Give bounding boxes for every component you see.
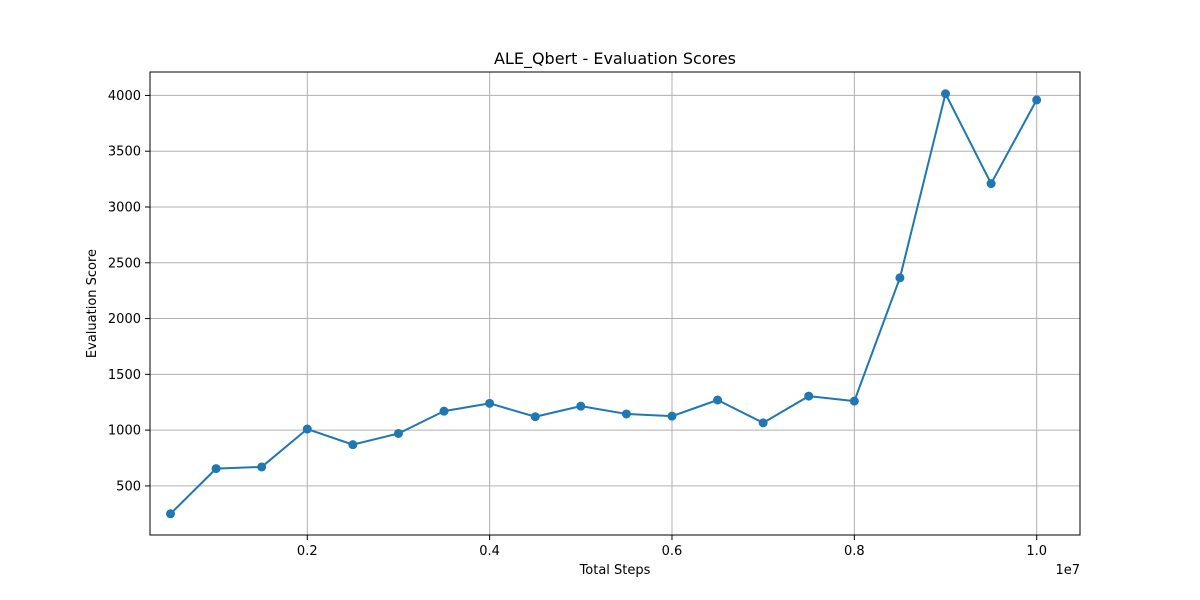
data-point [758,418,768,428]
x-tick-label: 0.2 [297,544,318,559]
data-point [485,398,495,408]
data-point [530,412,540,422]
data-point [393,428,403,438]
data-point [713,395,723,405]
chart-title: ALE_Qbert - Evaluation Scores [494,49,736,69]
grid [150,72,1080,535]
x-offset-label: 1e7 [1055,563,1080,578]
series-layer [166,89,1042,519]
data-point [302,424,312,434]
data-point [895,273,905,283]
data-point [621,409,631,419]
y-tick-label: 3500 [108,145,141,160]
data-point [348,440,358,450]
y-axis-title: Evaluation Score [85,249,100,358]
x-tick-label: 0.4 [479,544,500,559]
y-tick-label: 2500 [108,256,141,271]
y-tick-label: 1500 [108,368,141,383]
data-point [211,464,221,474]
data-point [1032,95,1042,105]
ticks: 0.2 0.4 0.6 0.8 1.0 500 1000 1500 2000 2500 3000 35… [108,89,1047,559]
data-point [576,401,586,411]
y-tick-label: 1000 [108,424,141,439]
data-point [941,89,951,99]
y-tick-label: 2000 [108,312,141,327]
data-point [667,411,677,421]
x-tick-label: 1.0 [1026,544,1047,559]
plot-frame [149,71,1081,536]
x-tick-label: 0.6 [662,544,683,559]
x-axis-title: Total Steps [579,563,651,578]
data-point [986,179,996,189]
data-point [166,509,176,519]
data-point [257,462,267,472]
data-point [804,391,814,401]
data-point [439,406,449,416]
y-tick-label: 4000 [108,89,141,104]
series-line [169,92,1038,515]
y-tick-label: 3000 [108,200,141,215]
data-point [849,396,859,406]
y-tick-label: 500 [116,479,141,494]
x-tick-label: 0.8 [844,544,865,559]
